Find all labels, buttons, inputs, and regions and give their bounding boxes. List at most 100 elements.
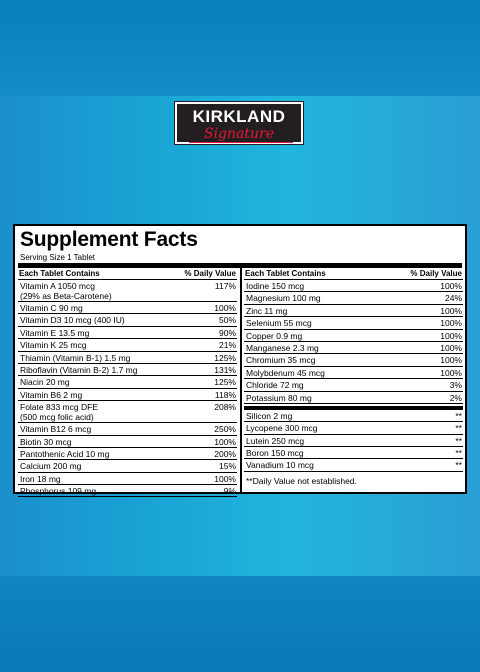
- nutrient-daily-value: 125%: [214, 377, 236, 388]
- nutrient-name: Calcium 200 mg: [20, 461, 82, 472]
- right-column: Each Tablet Contains % Daily Value Iodin…: [244, 268, 463, 490]
- brand-logo-line2: Signature: [203, 126, 274, 142]
- nutrient-daily-value: 200%: [214, 448, 236, 459]
- nutrient-name: Folate 833 mcg DFE (500 mcg folic acid): [20, 402, 98, 423]
- nutrient-daily-value: 90%: [218, 327, 236, 338]
- nutrient-name: Manganese 2.3 mg: [246, 342, 319, 353]
- nutrient-row: Silicon 2 mg **: [244, 410, 463, 423]
- nutrient-name: Vitamin B12 6 mcg: [20, 424, 92, 435]
- nutrient-row: Vitamin C 90 mg 100%: [18, 302, 237, 315]
- nutrient-name: Biotin 30 mcg: [20, 436, 72, 447]
- nutrient-name: Boron 150 mcg: [246, 448, 304, 459]
- nutrient-name: Iron 18 mg: [20, 473, 61, 484]
- left-rows: Vitamin A 1050 mcg (29% as Beta-Carotene…: [18, 280, 237, 498]
- right-rows: Iodine 150 mcg 100% Magnesium 100 mg 24% Zin…: [244, 280, 463, 404]
- nutrient-name: Silicon 2 mg: [246, 410, 293, 421]
- nutrient-daily-value: **: [455, 423, 462, 434]
- nutrient-name: Lutein 250 mcg: [246, 435, 305, 446]
- nutrient-name: Copper 0.9 mg: [246, 330, 303, 341]
- nutrient-name: Magnesium 100 mg: [246, 293, 321, 304]
- nutrient-daily-value: 100%: [214, 436, 236, 447]
- nutrient-name: Phosphorus 109 mg: [20, 486, 97, 497]
- nutrient-daily-value: 100%: [440, 305, 462, 316]
- nutrient-name: Iodine 150 mcg: [246, 281, 305, 291]
- nutrient-row: Vitamin B12 6 mcg 250%: [18, 423, 237, 436]
- nutrient-name: Lycopene 300 mcg: [246, 423, 318, 434]
- right-header-dv: % Daily Value: [410, 269, 462, 278]
- nutrient-name: Vitamin C 90 mg: [20, 303, 83, 313]
- nutrient-daily-value: **: [455, 410, 462, 421]
- nutrient-daily-value: 100%: [440, 342, 462, 353]
- nutrient-daily-value: 100%: [214, 303, 236, 313]
- nutrient-daily-value: 50%: [218, 315, 236, 326]
- serving-size: Serving Size 1 Tablet: [20, 253, 96, 262]
- nutrient-row: Lycopene 300 mcg **: [244, 422, 463, 435]
- nutrient-daily-value: 100%: [440, 367, 462, 378]
- column-divider: [240, 268, 242, 493]
- nutrient-row: Selenium 55 mcg 100%: [244, 317, 463, 330]
- nutrient-row: Iron 18 mg 100%: [18, 473, 237, 486]
- nutrient-row: Vitamin D3 10 mcg (400 IU) 50%: [18, 314, 237, 327]
- nutrient-daily-value: 125%: [214, 352, 236, 363]
- nutrient-name: Selenium 55 mcg: [246, 318, 312, 329]
- left-header-dv: % Daily Value: [184, 269, 236, 278]
- background-bottom: [0, 576, 480, 672]
- left-column-header: Each Tablet Contains % Daily Value: [18, 268, 237, 280]
- nutrient-name: Vitamin D3 10 mcg (400 IU): [20, 315, 125, 326]
- nutrient-name: Molybdenum 45 mcg: [246, 367, 325, 378]
- brand-logo-underline: [189, 142, 293, 143]
- nutrient-name: Riboflavin (Vitamin B-2) 1.7 mg: [20, 364, 138, 375]
- nutrient-daily-value: 100%: [440, 281, 462, 291]
- nutrient-daily-value: 208%: [214, 402, 236, 413]
- nutrient-row: Chloride 72 mg 3%: [244, 379, 463, 392]
- nutrient-daily-value: 24%: [444, 293, 462, 304]
- nutrient-daily-value: 100%: [440, 318, 462, 329]
- nutrient-row: Vanadium 10 mcg **: [244, 459, 463, 472]
- nutrient-daily-value: 250%: [214, 424, 236, 435]
- nutrient-name: Chromium 35 mcg: [246, 355, 316, 366]
- right-header-name: Each Tablet Contains: [245, 269, 326, 278]
- supplement-facts-panel: Supplement Facts Serving Size 1 Tablet E…: [13, 224, 467, 498]
- nutrient-daily-value: 100%: [440, 330, 462, 341]
- nutrient-daily-value: 9%: [223, 486, 236, 497]
- nutrient-row: Vitamin A 1050 mcg (29% as Beta-Carotene…: [18, 280, 237, 302]
- nutrient-daily-value: 100%: [440, 355, 462, 366]
- nutrient-daily-value: 3%: [449, 380, 462, 391]
- nutrient-daily-value: 131%: [214, 364, 236, 375]
- nutrient-daily-value: **: [455, 435, 462, 446]
- nutrient-row: Calcium 200 mg 15%: [18, 460, 237, 473]
- brand-logo: KIRKLAND Signature: [175, 102, 303, 144]
- footnote: **Daily Value not established.: [246, 475, 357, 486]
- nutrient-row: Manganese 2.3 mg 100%: [244, 342, 463, 355]
- right-column-header: Each Tablet Contains % Daily Value: [244, 268, 463, 280]
- nutrient-row: Lutein 250 mcg **: [244, 435, 463, 448]
- nutrient-row: Vitamin B6 2 mg 118%: [18, 389, 237, 402]
- nutrient-daily-value: **: [455, 460, 462, 471]
- nutrient-row: Pantothenic Acid 10 mg 200%: [18, 448, 237, 461]
- nutrient-daily-value: 117%: [214, 281, 236, 291]
- nutrient-name: Zinc 11 mg: [246, 305, 288, 316]
- nutrient-row: Vitamin K 25 mcg 21%: [18, 339, 237, 352]
- nutrient-name: Vitamin K 25 mcg: [20, 340, 87, 351]
- nutrient-row: Vitamin E 13.5 mg 90%: [18, 327, 237, 340]
- nutrient-name: Vitamin B6 2 mg: [20, 389, 83, 400]
- nutrient-daily-value: 21%: [218, 340, 236, 351]
- nutrient-row: Niacin 20 mg 125%: [18, 376, 237, 389]
- nutrient-name: Chloride 72 mg: [246, 380, 304, 391]
- nutrient-name: Potassium 80 mg: [246, 392, 312, 403]
- right-extra-rows: Silicon 2 mg ** Lycopene 300 mcg ** Lutein 2…: [244, 410, 463, 472]
- nutrient-name: Vanadium 10 mcg: [246, 460, 314, 471]
- nutrient-daily-value: 100%: [214, 473, 236, 484]
- nutrient-name: Niacin 20 mg: [20, 377, 70, 388]
- nutrient-daily-value: **: [455, 448, 462, 459]
- nutrient-name: Vitamin E 13.5 mg: [20, 327, 90, 338]
- brand-logo-line1: KIRKLAND: [192, 107, 286, 126]
- nutrient-row: Zinc 11 mg 100%: [244, 305, 463, 318]
- nutrient-daily-value: 15%: [218, 461, 236, 472]
- nutrient-daily-value: 2%: [449, 392, 462, 403]
- nutrient-row: Riboflavin (Vitamin B-2) 1.7 mg 131%: [18, 364, 237, 377]
- nutrient-name: Pantothenic Acid 10 mg: [20, 448, 110, 459]
- nutrient-row: Boron 150 mcg **: [244, 447, 463, 460]
- left-column: Each Tablet Contains % Daily Value Vitam…: [18, 268, 237, 498]
- nutrient-row: Biotin 30 mcg 100%: [18, 436, 237, 448]
